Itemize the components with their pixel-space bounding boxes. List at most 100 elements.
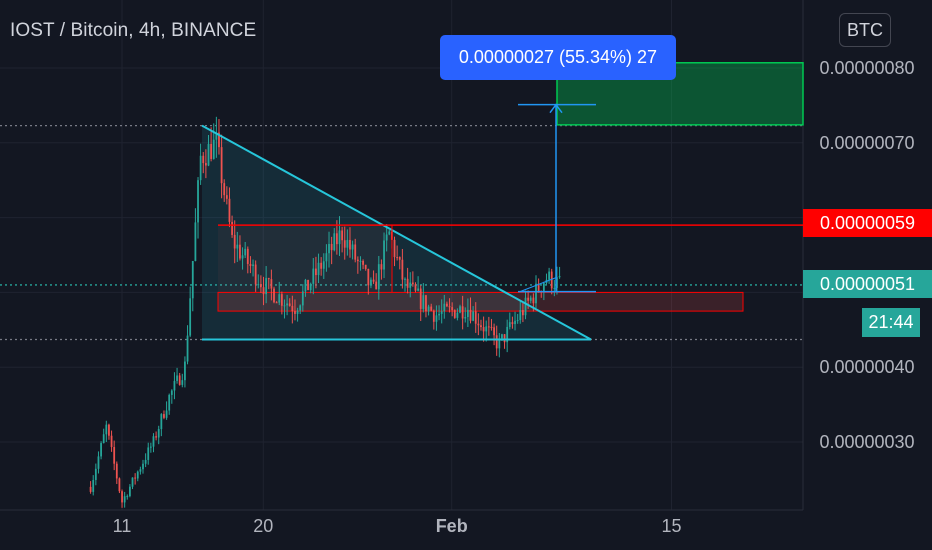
candle-body: [199, 155, 202, 181]
candle-body: [430, 306, 433, 311]
candle-body: [425, 295, 427, 312]
candle-body: [553, 287, 556, 289]
candle-body: [464, 317, 467, 319]
candle-body: [506, 326, 509, 343]
price-axis: 0.00000080 0.00000070 0.00000040 0.00000030: [819, 58, 914, 452]
candle-body: [343, 240, 346, 248]
candle-body: [341, 230, 344, 241]
candle-body: [338, 230, 341, 245]
candle-body: [524, 297, 527, 316]
candle-body: [126, 496, 129, 498]
candle-body: [461, 306, 464, 319]
measure-label: 0.00000027 (55.34%) 27: [440, 35, 676, 80]
candle-body: [519, 310, 522, 321]
candle-body: [401, 259, 404, 280]
candle-body: [149, 446, 152, 448]
candle-body: [207, 143, 210, 166]
candle-body: [152, 436, 155, 447]
candle-body: [170, 390, 173, 395]
candle-body: [288, 303, 291, 306]
candle-body: [118, 478, 121, 492]
candle-body: [477, 323, 480, 326]
time-axis: 11 20 Feb 15: [113, 516, 682, 536]
candle-body: [422, 295, 425, 309]
range-box: [217, 291, 744, 312]
candle-body: [485, 326, 488, 332]
resistance-price-tag: 0.00000059: [803, 209, 932, 237]
candle-body: [249, 263, 252, 267]
candle-body: [144, 459, 147, 464]
candle-body: [493, 327, 495, 336]
candle-body: [254, 264, 257, 285]
chart-grid: [0, 0, 803, 510]
candle-body: [503, 334, 506, 343]
candle-body: [184, 361, 186, 381]
candle-body: [354, 244, 357, 260]
candle-body: [236, 244, 239, 249]
candle-body: [278, 294, 281, 303]
candle-body: [501, 334, 503, 339]
candle-body: [480, 325, 482, 328]
candle-body: [210, 143, 213, 159]
candle-body: [168, 394, 171, 411]
candle-body: [163, 414, 165, 418]
candle-body: [556, 277, 558, 288]
candle-body: [173, 380, 176, 391]
candle-body: [362, 260, 364, 265]
candle-body: [92, 479, 95, 492]
candle-body: [375, 281, 378, 290]
candle-body: [123, 496, 126, 503]
price-tick-label: 0.00000080: [819, 58, 914, 78]
candle-body: [325, 253, 328, 262]
candle-body: [370, 279, 372, 286]
candle-body: [220, 147, 223, 184]
candle-body: [459, 306, 461, 313]
candle-body: [364, 264, 367, 269]
candle-body: [142, 463, 144, 470]
candle-body: [351, 244, 354, 250]
candle-body: [136, 471, 139, 479]
candle-body: [409, 282, 412, 288]
candle-body: [383, 240, 385, 270]
candle-body: [315, 268, 317, 276]
candle-body: [514, 320, 516, 325]
measure-arrowhead: [549, 103, 563, 114]
candle-body: [328, 243, 330, 254]
candle-body: [498, 338, 501, 349]
candle-body: [438, 313, 440, 316]
candle-body: [443, 303, 446, 312]
candle-body: [244, 248, 247, 256]
candle-body: [320, 262, 323, 269]
candle-body: [204, 163, 207, 166]
candle-body: [508, 322, 511, 327]
candle-body: [110, 435, 113, 448]
candle-body: [165, 410, 168, 418]
candle-body: [228, 198, 231, 222]
candle-body: [89, 486, 92, 492]
candle-body: [487, 326, 490, 328]
candle-body: [527, 297, 530, 301]
candle-body: [273, 288, 275, 303]
drawing-overlays: [201, 103, 803, 341]
candle-body: [275, 302, 278, 304]
candle-body: [265, 278, 268, 295]
time-tick-label: 11: [113, 516, 132, 536]
price-tick-label: 0.00000070: [819, 133, 914, 153]
candle-body: [94, 468, 97, 480]
candle-body: [194, 222, 197, 261]
candle-body: [160, 414, 163, 430]
candle-body: [280, 294, 283, 306]
candle-body: [186, 335, 189, 362]
currency-button[interactable]: BTC: [839, 13, 891, 47]
candle-body: [535, 283, 537, 304]
candle-body: [495, 335, 498, 349]
candle-body: [448, 306, 451, 308]
candle-body: [537, 283, 540, 292]
candle-body: [542, 283, 545, 292]
candle-body: [241, 255, 244, 259]
candle-body: [419, 288, 422, 309]
candle-body: [550, 271, 553, 289]
candle-body: [516, 320, 519, 322]
candle-body: [291, 305, 294, 312]
